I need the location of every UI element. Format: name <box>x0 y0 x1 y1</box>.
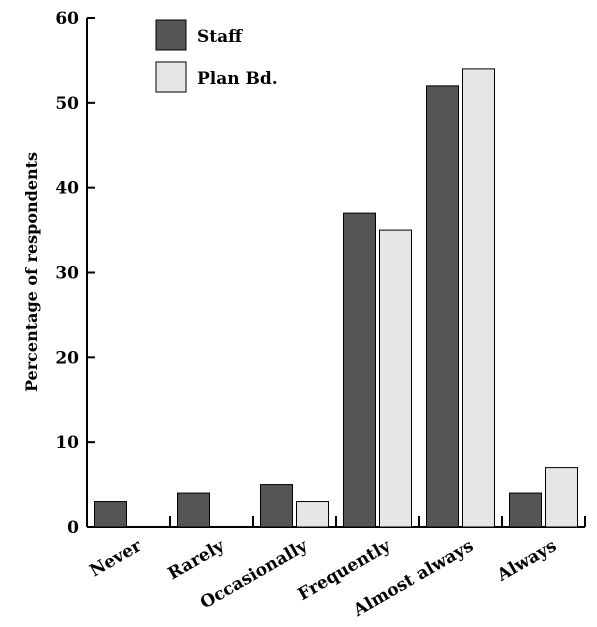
bar-staff-rarely <box>177 492 210 528</box>
legend: Staff Plan Bd. <box>155 19 278 93</box>
bar-plan-bd-almost-always <box>462 68 495 528</box>
y-tick-label: 50 <box>55 94 79 114</box>
y-tick-label: 20 <box>55 348 79 368</box>
bars <box>94 68 578 528</box>
legend-swatch <box>155 61 187 93</box>
legend-swatch <box>155 19 187 51</box>
bar-plan-bd-occasionally <box>296 501 329 528</box>
y-axis-title-group: Percentage of respondents <box>22 152 41 392</box>
x-category-label: Always <box>493 536 560 586</box>
bar-staff-never <box>94 501 127 528</box>
x-category-label: Never <box>86 535 145 581</box>
y-axis-title: Percentage of respondents <box>22 152 41 392</box>
y-tick-label: 40 <box>55 179 79 199</box>
legend-label: Plan Bd. <box>197 69 278 89</box>
y-tick-label: 30 <box>55 264 79 284</box>
legend-label: Staff <box>197 27 243 47</box>
bar-staff-almost-always <box>426 85 459 528</box>
y-tick-label: 60 <box>55 9 79 29</box>
x-category-label: Rarely <box>165 535 229 584</box>
bar-plan-bd-always <box>545 467 578 528</box>
bar-plan-bd-frequently <box>379 229 412 528</box>
axes: 0 10 20 30 40 50 60 <box>55 9 586 538</box>
bar-staff-frequently <box>343 212 376 528</box>
bar-staff-occasionally <box>260 484 293 528</box>
labels: Never RarelyOccasionallyFrequentlyAlmost … <box>86 535 560 621</box>
y-tick-label: 10 <box>55 433 79 453</box>
bar-staff-always <box>509 492 542 528</box>
y-tick-label: 0 <box>67 518 79 538</box>
